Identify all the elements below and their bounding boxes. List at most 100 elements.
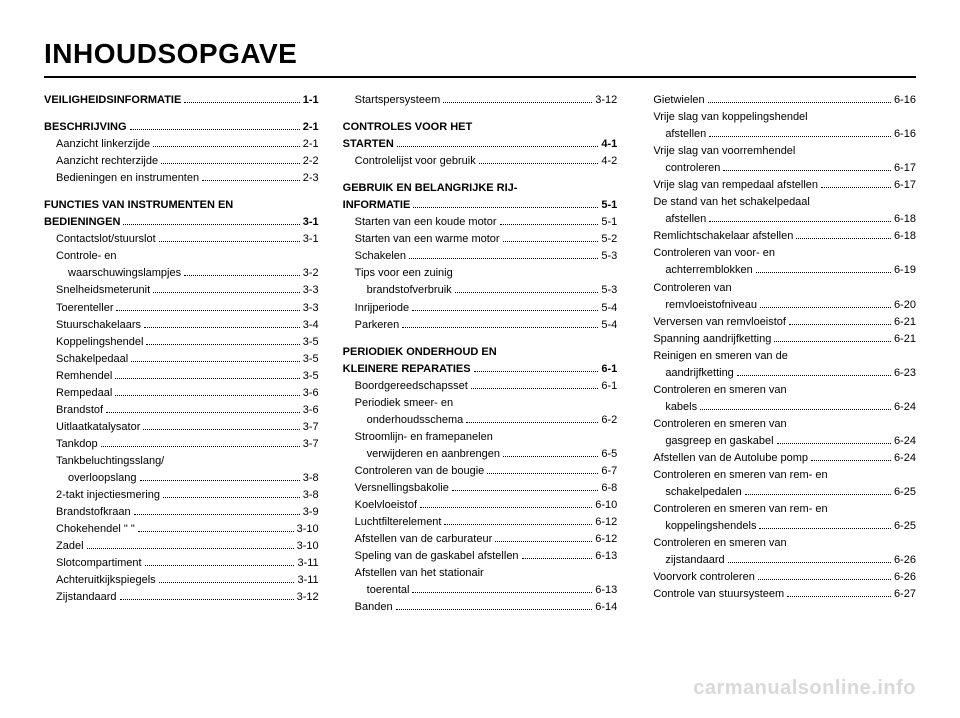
toc-entry: Tankdop3-7 (44, 436, 319, 453)
toc-entry: Snelheidsmeterunit3-3 (44, 282, 319, 299)
toc-leader (495, 541, 592, 542)
toc-label: Controleren en smeren van (653, 535, 786, 552)
toc-entry: FUNCTIES VAN INSTRUMENTEN ENBEDIENINGEN3… (44, 197, 319, 231)
toc-page: 6-25 (894, 484, 916, 501)
toc-entry: Schakelpedaal3-5 (44, 351, 319, 368)
toc-label: Controleren van voor- en (653, 245, 775, 262)
toc-page: 6-14 (595, 599, 617, 616)
toc-leader (503, 456, 598, 457)
toc-line: Voorvork controleren6-26 (641, 569, 916, 586)
toc-entry: Inrijperiode5-4 (343, 300, 618, 317)
toc-line: Contactslot/stuurslot3-1 (44, 231, 319, 248)
toc-label: Chokehendel " " (56, 521, 135, 538)
toc-line: Tips voor een zuinig (343, 265, 618, 282)
toc-line: Chokehendel " "3-10 (44, 521, 319, 538)
toc-leader (412, 592, 592, 593)
toc-leader (143, 429, 299, 430)
toc-line: Controle van stuursysteem6-27 (641, 586, 916, 603)
toc-page: 3-11 (297, 555, 318, 572)
toc-label: Gietwielen (653, 92, 704, 109)
toc-label: toerental (367, 582, 410, 599)
toc-page: 6-13 (595, 548, 617, 565)
toc-line: Bedieningen en instrumenten2-3 (44, 170, 319, 187)
toc-line: Reinigen en smeren van de (641, 348, 916, 365)
toc-entry: Afstellen van de Autolube pomp6-24 (641, 450, 916, 467)
toc-label: Koelvloeistof (355, 497, 417, 514)
toc-leader (397, 146, 599, 147)
toc-page: 5-4 (601, 300, 617, 317)
toc-line: Parkeren5-4 (343, 317, 618, 334)
toc-entry: Vrije slag van koppelingshendelafstellen… (641, 109, 916, 143)
toc-line: zijstandaard6-26 (641, 552, 916, 569)
toc-line: Controleren en smeren van (641, 382, 916, 399)
toc-entry: Aanzicht linkerzijde2-1 (44, 136, 319, 153)
toc-line: PERIODIEK ONDERHOUD EN (343, 344, 618, 361)
toc-leader (777, 443, 891, 444)
toc-leader (758, 579, 891, 580)
toc-entry: Controleren van voor- enachterremblokken… (641, 245, 916, 279)
toc-label: VEILIGHEIDSINFORMATIE (44, 92, 181, 109)
toc-label: Afstellen van het stationair (355, 565, 484, 582)
toc-page: 3-5 (303, 351, 319, 368)
toc-line: Luchtfilterelement6-12 (343, 514, 618, 531)
toc-leader (728, 562, 891, 563)
toc-leader (116, 310, 299, 311)
toc-line: Versnellingsbakolie6-8 (343, 480, 618, 497)
toc-leader (474, 371, 599, 372)
toc-page: 6-8 (601, 480, 617, 497)
toc-leader (396, 609, 593, 610)
toc-page: 1-1 (303, 92, 319, 109)
toc-leader (708, 102, 891, 103)
toc-label: Controle van stuursysteem (653, 586, 784, 603)
toc-label: zijstandaard (665, 552, 724, 569)
toc-line: Aanzicht rechterzijde2-2 (44, 153, 319, 170)
toc-entry: BESCHRIJVING2-1 (44, 119, 319, 136)
toc-label: gasgreep en gaskabel (665, 433, 773, 450)
toc-page: 2-3 (303, 170, 319, 187)
toc-leader (479, 163, 599, 164)
toc-label: Controlelijst voor gebruik (355, 153, 476, 170)
toc-label: GEBRUIK EN BELANGRIJKE RIJ- (343, 180, 518, 197)
toc-leader (756, 272, 891, 273)
toc-entry: Remlichtschakelaar afstellen6-18 (641, 228, 916, 245)
toc-line: waarschuwingslampjes3-2 (44, 265, 319, 282)
toc-line: Spanning aandrijfketting6-21 (641, 331, 916, 348)
toc-label: 2-takt injectiesmering (56, 487, 160, 504)
toc-leader (115, 378, 299, 379)
toc-entry: Aanzicht rechterzijde2-2 (44, 153, 319, 170)
toc-leader (821, 187, 891, 188)
toc-page: 3-8 (303, 470, 319, 487)
toc-page: 6-21 (894, 314, 916, 331)
toc-line: Stroomlijn- en framepanelen (343, 429, 618, 446)
toc-leader (184, 275, 300, 276)
toc-label: onderhoudsschema (367, 412, 464, 429)
toc-label: FUNCTIES VAN INSTRUMENTEN EN (44, 197, 233, 214)
toc-leader (444, 524, 592, 525)
toc-label: Luchtfilterelement (355, 514, 442, 531)
toc-leader (144, 327, 300, 328)
toc-page: 6-5 (601, 446, 617, 463)
toc-leader (115, 395, 299, 396)
toc-label: afstellen (665, 126, 706, 143)
toc-page: 3-6 (303, 385, 319, 402)
toc-label: Controleren van de bougie (355, 463, 485, 480)
toc-label: Verversen van remvloeistof (653, 314, 786, 331)
toc-entry: Controleren en smeren van rem- enkoppeli… (641, 501, 916, 535)
toc-line: achterremblokken6-19 (641, 262, 916, 279)
toc-label: achterremblokken (665, 262, 752, 279)
toc-page: 3-1 (303, 231, 319, 248)
toc-page: 6-20 (894, 297, 916, 314)
toc-entry: Controle van stuursysteem6-27 (641, 586, 916, 603)
toc-label: KLEINERE REPARATIES (343, 361, 471, 378)
toc-label: brandstofverbruik (367, 282, 452, 299)
toc-label: Tips voor een zuinig (355, 265, 453, 282)
toc-leader (409, 258, 598, 259)
toc-page: 3-7 (303, 419, 319, 436)
toc-entry: Banden6-14 (343, 599, 618, 616)
toc-page: 6-24 (894, 433, 916, 450)
toc-label: Parkeren (355, 317, 400, 334)
toc-label: Startspersysteem (355, 92, 441, 109)
toc-label: Controleren en smeren van (653, 416, 786, 433)
toc-line: Boordgereedschapsset6-1 (343, 378, 618, 395)
toc-entry: Parkeren5-4 (343, 317, 618, 334)
